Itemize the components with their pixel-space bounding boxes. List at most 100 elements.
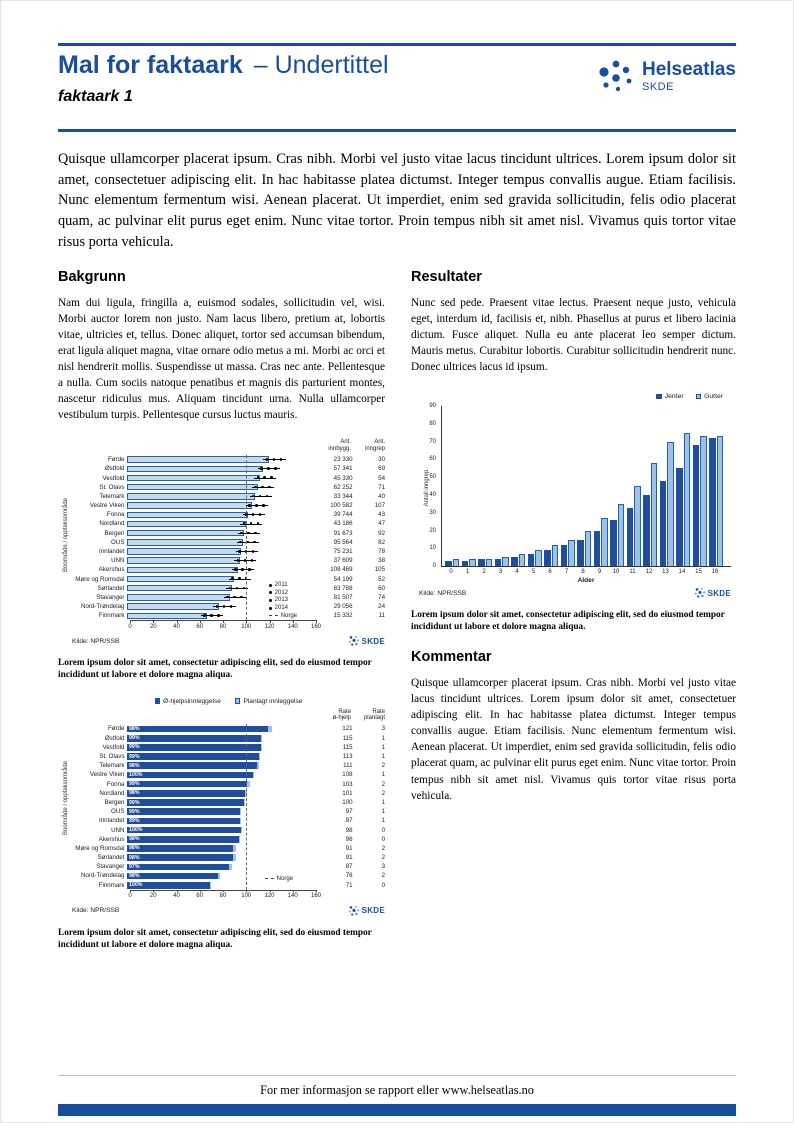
chart1-dot [250, 559, 254, 562]
x-tick-mark [292, 620, 294, 623]
skde-logo-label: SKDE [361, 636, 385, 646]
chart1-innbygg-value: 81 507 [333, 593, 353, 601]
chart2-row: Møre og Romsdal 98% 91 2 [72, 844, 385, 853]
y-tick-label: 20 [429, 527, 436, 534]
chart1-dot [270, 476, 274, 479]
chart2-bar-planlagt [210, 881, 211, 889]
chart2-row-label: Innlandet [99, 817, 125, 825]
chart1-x-axis: 0 20 40 60 80 100 120 140 160 [72, 620, 385, 632]
helseatlas-logo: Helseatlas SKDE [597, 59, 736, 93]
chart2-bar-percent-label: 100% [128, 827, 143, 834]
x-tick-mark [199, 620, 201, 623]
chart2-row-label: Nordland [99, 789, 125, 797]
x-tick-label: 1 [465, 569, 470, 576]
x-tick-label: 16 [711, 569, 719, 576]
chart1-row: Akershus 108 469 105 [72, 565, 385, 574]
chart2-bar-planlagt [239, 835, 240, 843]
chart2-row: OUS 99% 97 1 [72, 807, 385, 816]
x-tick-mark [316, 889, 317, 892]
helseatlas-logo-icon [599, 60, 632, 92]
chart1-bar [127, 483, 258, 491]
chart2-bar-ohjelp: 100% [127, 881, 210, 889]
chart1-innbygg-value: 45 330 [333, 474, 353, 482]
x-tick-label: 160 [310, 893, 322, 900]
chart3-bar-group [643, 463, 657, 567]
chart2: Ø-hjelpsinnleggelse Planlagt innleggelse… [63, 698, 386, 917]
y-tick-label: 70 [429, 438, 436, 445]
chart2-bar-percent-label: 99% [128, 808, 140, 815]
chart1-dot [242, 522, 246, 525]
chart1-row-label: Akershus [98, 566, 125, 574]
chart2-row-label: Sørlandet [97, 854, 125, 862]
chart2-bar-percent-label: 100% [128, 771, 143, 778]
chart3-bar-jenter [709, 438, 716, 567]
y-tick-label: 0 [432, 563, 436, 570]
chart3-bar-group [659, 441, 674, 567]
chart2-bar-planlagt [233, 854, 236, 861]
x-tick-mark [246, 889, 248, 892]
chart2-row-track: 99% [127, 798, 304, 807]
chart1-dot [254, 485, 257, 489]
chart2-bar-percent-label: 99% [128, 735, 140, 742]
x-tick-label: 40 [173, 623, 180, 630]
chart2-row-track: 99% [127, 807, 304, 816]
chart3-bar-jenter [511, 557, 518, 567]
chart2-rate-ohjelp-value: 115 [342, 734, 353, 742]
legend-dot-marker [268, 583, 272, 587]
chart3-bar-gutter [568, 539, 575, 567]
chart1-row-track [127, 602, 304, 611]
chart1-row: Fonna 39 744 43 [72, 510, 385, 519]
chart1-bar [127, 548, 242, 555]
chart3-bar-gutter [518, 553, 525, 567]
heading-bakgrunn: Bakgrunn [58, 269, 126, 285]
chart2-rate-planlagt-value: 3 [381, 863, 386, 871]
chart2-row-track: 100% [127, 825, 304, 834]
chart1-bar [127, 612, 207, 619]
chart1-row-track [127, 547, 304, 556]
chart1-row: UNN 37 609 38 [72, 556, 385, 565]
chart1-row-label: Telemark [99, 492, 125, 500]
chart1-innbygg-value: 39 744 [333, 511, 353, 519]
chart3-bar-group [445, 559, 459, 567]
chart1-dot [273, 467, 277, 470]
chart2-bar-planlagt [243, 799, 245, 806]
chart1-bar [127, 603, 220, 610]
skde-logo: SKDE [694, 587, 731, 599]
chart2-bar-ohjelp: 99% [127, 799, 244, 806]
chart3-bar-gutter [551, 544, 558, 567]
chart1-dot [261, 485, 264, 489]
chart1-dot [234, 568, 237, 571]
chart1-row-track [127, 501, 304, 510]
chart1-row: Telemark 33 344 40 [72, 492, 385, 501]
y-tick-label: 60 [429, 456, 436, 463]
chart1-dot [258, 513, 262, 516]
skde-logo-icon [348, 905, 359, 916]
chart3-bar-group [461, 559, 476, 567]
chart2-norge-legend: Norge [264, 875, 293, 882]
chart2-bar-planlagt [261, 734, 263, 742]
chart2-bar-percent-label: 98% [128, 854, 140, 861]
chart2-bar-ohjelp: 100% [127, 826, 242, 834]
chart1-inngrep-value: 52 [378, 575, 386, 583]
chart1-row-track [127, 510, 304, 519]
chart2-row: Vestre Viken 100% 108 1 [72, 770, 385, 779]
chart1-bar [127, 465, 264, 472]
chart2-bar-ohjelp: 98% [127, 872, 219, 880]
chart2-row: UNN 100% 98 0 [72, 825, 385, 834]
chart1: Boområde / opptaksområde Ant. innbygg. A… [63, 439, 386, 647]
chart1-dot [247, 531, 250, 535]
chart1-legend-item: Norge [268, 612, 297, 620]
chart1-row-track [127, 611, 304, 620]
chart1-dot [251, 513, 255, 516]
title-block: Mal for faktaark – Undertittel faktaark … [58, 51, 389, 106]
chart1-dot [249, 522, 253, 525]
chart3-bar-gutter [700, 436, 707, 567]
chart1-dot [226, 595, 229, 599]
chart2-row-label: UNN [111, 826, 125, 834]
chart2-row: Finnmark 100% 71 0 [72, 881, 385, 890]
chart2-bar-ohjelp: 98% [127, 762, 257, 770]
page-title: Mal for faktaark – Undertittel [58, 51, 389, 80]
chart2-row: Sørlandet 98% 91 2 [72, 853, 385, 862]
chart3-bar-gutter [535, 550, 542, 567]
legend-dot-marker [268, 606, 272, 610]
